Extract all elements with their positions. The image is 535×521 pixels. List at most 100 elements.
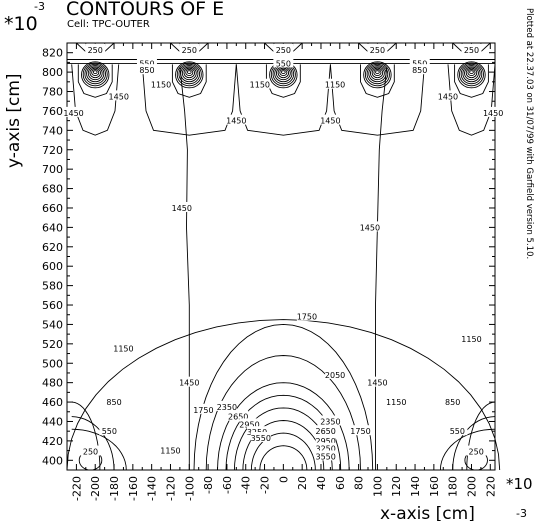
wire-contour — [467, 68, 476, 77]
y-tick-label: 740 — [42, 124, 63, 137]
exponent-value: -3 — [34, 0, 45, 13]
y-tick-label: 440 — [42, 415, 63, 428]
y-tick-label: 820 — [42, 47, 63, 60]
contour-label-bg — [273, 57, 294, 68]
contour-label-bg — [315, 442, 336, 453]
contour-label-bg — [483, 106, 504, 117]
contour-label-bg — [296, 310, 317, 321]
y-tick-label: 480 — [42, 377, 63, 390]
x-tick-label: 20 — [296, 476, 309, 490]
wire-contour — [462, 65, 481, 83]
contour-line-inner — [250, 432, 316, 471]
corner-contour — [71, 428, 127, 471]
x-tick-label: 0 — [277, 476, 290, 483]
contour-line-inner — [217, 382, 350, 471]
contour-label: 250 — [370, 46, 385, 55]
x-tick-label: -220 — [70, 476, 83, 501]
contour-line-1150 — [360, 64, 395, 98]
contour-label-bg — [437, 90, 458, 101]
contour-label-bg — [409, 64, 430, 75]
contour-label: 1450 — [172, 204, 192, 213]
contour-label: 1450 — [438, 92, 458, 101]
y-tick-label: 760 — [42, 105, 63, 118]
contour-line-1450 — [141, 64, 237, 136]
y-tick-label: 580 — [42, 280, 63, 293]
wire-contour — [371, 67, 384, 79]
contour-label-bg — [367, 376, 388, 387]
contour-label-bg — [104, 396, 125, 407]
contour-line-1150 — [171, 64, 207, 98]
contour-label-bg — [325, 78, 346, 89]
contour-label: 2650 — [316, 427, 336, 436]
contour-label-bg — [367, 43, 388, 54]
wire-contour — [364, 62, 390, 87]
cell-label: Cell: TPC-OUTER — [67, 19, 150, 30]
y-tick-label: 680 — [42, 183, 63, 196]
corner-contour — [71, 401, 101, 471]
contour-line-1450 — [235, 64, 331, 136]
x-tick-labels: -220 -200 -180 -160 -140 -120 -100 -80 -60 -40 -20… — [70, 476, 497, 501]
y-tick-labels: 400 420 440 460 480 500 520 540 560 580 600 620 640 6… — [42, 47, 63, 468]
contour-label: 1750 — [297, 313, 317, 322]
contour-label: 550 — [139, 59, 154, 68]
wire-contour — [186, 70, 192, 75]
x-tick-label: 200 — [465, 476, 478, 497]
x-tick-label: -20 — [259, 476, 272, 494]
chart-title: CONTOURS OF E — [66, 0, 224, 20]
wire-contour — [178, 63, 201, 85]
y-axis-label: y-axis [cm] — [4, 73, 24, 168]
contour-label: 2650 — [228, 413, 248, 422]
contour-label-bg — [113, 342, 134, 353]
y-tick-label: 460 — [42, 396, 63, 409]
wire-contour — [91, 68, 100, 77]
y-tick-label: 540 — [42, 318, 63, 331]
contour-label: 2950 — [316, 437, 336, 446]
wire-contour — [366, 63, 389, 85]
contour-label: 1750 — [193, 406, 213, 415]
x-tick-label: 160 — [428, 476, 441, 497]
contour-label-bg — [350, 425, 371, 436]
wire-contour — [175, 61, 204, 89]
y-tick-label: 700 — [42, 163, 63, 176]
y-tick-label: 660 — [42, 202, 63, 215]
contour-label-bg — [247, 426, 268, 437]
contour-label-bg — [171, 201, 192, 212]
wire-contour — [89, 67, 101, 79]
contour-label-bg — [320, 114, 341, 125]
x-tick-label: 120 — [390, 476, 403, 497]
contour-label: 550 — [450, 427, 465, 436]
contour-label: 550 — [412, 59, 427, 68]
contour-line-1450 — [375, 67, 388, 470]
contour-label: 1450 — [367, 379, 387, 388]
plot-info-note: Plotted at 22.37.03 on 31/07/99 with Gar… — [524, 8, 534, 259]
contour-label-bg — [179, 376, 200, 387]
x-tick-label: -100 — [183, 476, 196, 501]
contour-label-bg — [85, 43, 106, 54]
y-tick-label: 560 — [42, 299, 63, 312]
contour-line-1150 — [454, 64, 489, 98]
axis-ticks — [66, 42, 495, 471]
x-tick-label: -140 — [146, 476, 159, 501]
y-tick-label: 400 — [42, 454, 63, 467]
contour-label: 850 — [445, 398, 460, 407]
contour-label: 850 — [139, 66, 154, 75]
contour-label: 850 — [106, 398, 121, 407]
wire-contour — [84, 63, 107, 85]
contour-line-inner — [259, 445, 308, 471]
x-tick-label: -80 — [202, 476, 215, 494]
contour-label: 3550 — [251, 434, 271, 443]
contour-line-1450 — [329, 64, 425, 136]
x-tick-label: 140 — [409, 476, 422, 497]
wire-contour — [464, 66, 479, 81]
contour-label-bg — [193, 403, 214, 414]
contour-label-bg — [80, 445, 101, 456]
contour-label-bg — [63, 106, 84, 117]
contour-label-bg — [461, 43, 482, 54]
contour-label: 250 — [83, 448, 98, 457]
contour-label-bg — [386, 396, 407, 407]
x-tick-label: 180 — [447, 476, 460, 497]
contour-label: 550 — [102, 427, 117, 436]
contour-line-1450 — [179, 67, 190, 470]
contour-label: 250 — [469, 448, 484, 457]
